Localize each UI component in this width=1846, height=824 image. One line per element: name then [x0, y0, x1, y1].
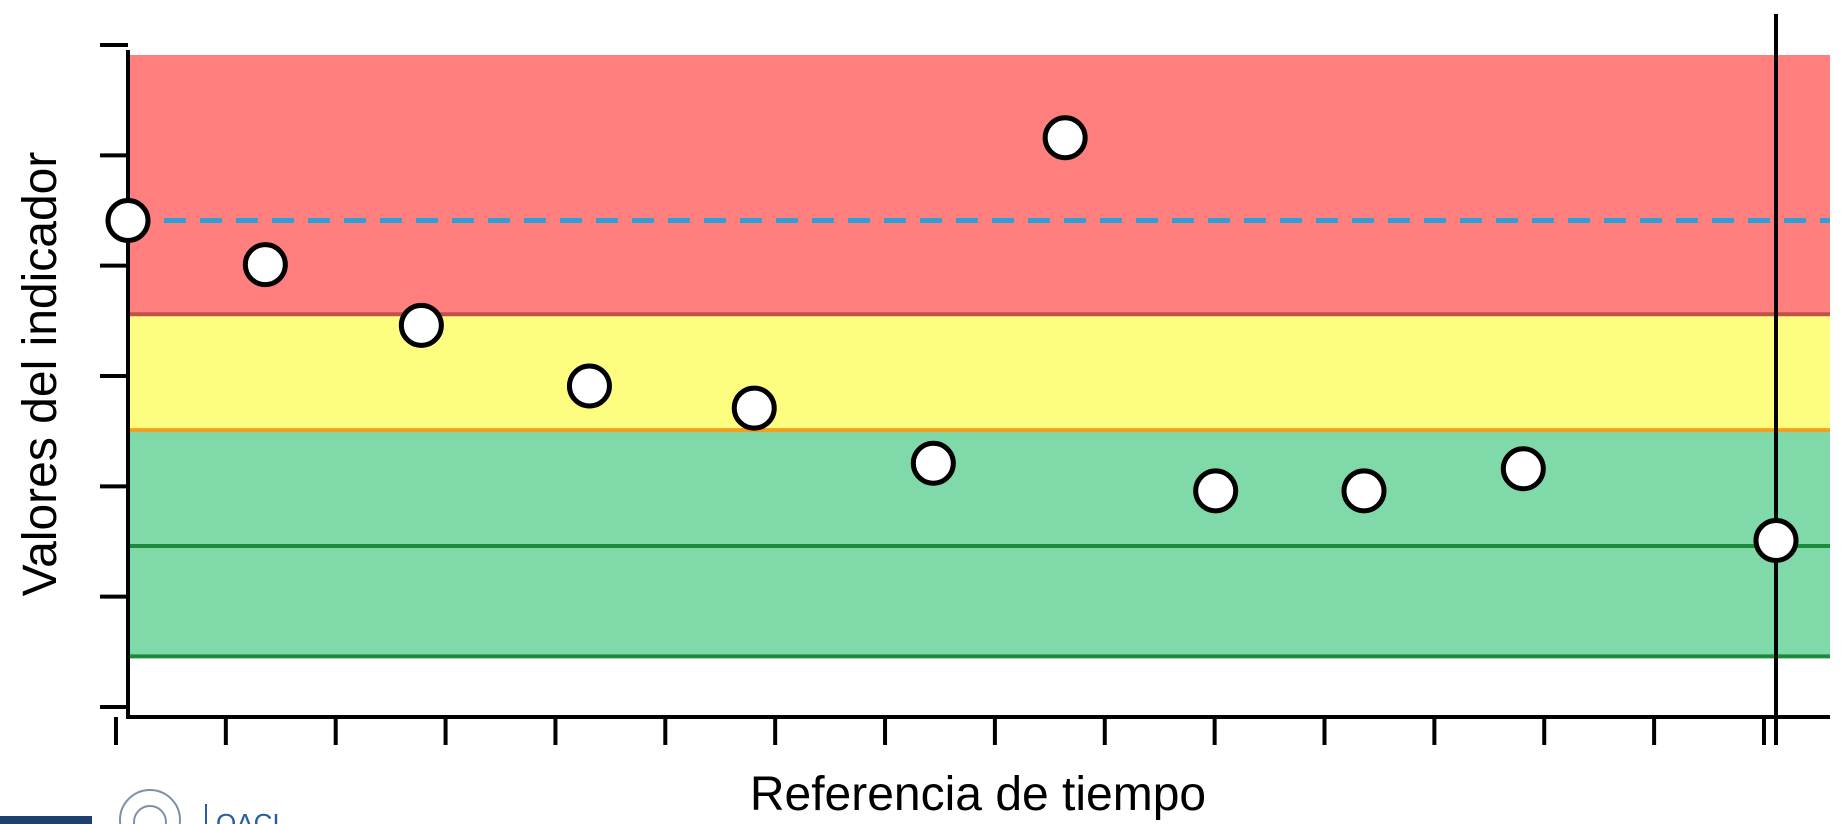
data-point — [1042, 115, 1088, 161]
data-point — [566, 363, 612, 409]
data-point — [731, 385, 777, 431]
band-yellow — [128, 314, 1830, 431]
data-point — [1500, 446, 1546, 492]
data-point — [1753, 517, 1799, 563]
data-point — [398, 302, 444, 348]
reference-lines-layer — [128, 218, 1830, 659]
points-layer — [105, 115, 1799, 563]
data-point — [242, 242, 288, 288]
axes-layer — [100, 14, 1830, 745]
x-axis-label: Referencia de tiempo — [750, 768, 1206, 821]
band-red — [128, 55, 1830, 315]
data-point — [1193, 468, 1239, 514]
emblem-icon — [119, 789, 181, 824]
data-point — [910, 440, 956, 486]
logo-text: OACI — [216, 808, 280, 824]
bands-layer — [128, 55, 1830, 657]
data-point — [105, 198, 151, 243]
logo: OACI — [0, 789, 280, 824]
data-point — [1341, 468, 1387, 514]
globe-icon — [133, 805, 167, 824]
y-axis-label: Valores del indicador — [14, 152, 67, 597]
logo-bar — [0, 816, 92, 824]
band-green — [128, 430, 1830, 657]
